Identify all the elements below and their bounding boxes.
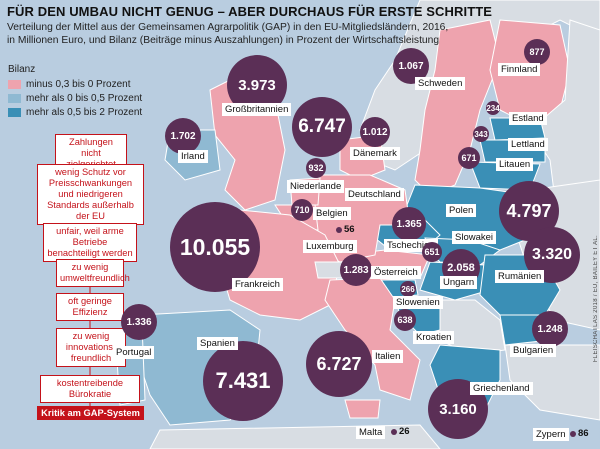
country-value-bubble: 7.431 — [203, 341, 283, 421]
country-value-bubble: 266 — [400, 281, 416, 297]
country-label: Litauen — [496, 158, 534, 171]
legend-label: minus 0,3 bis 0 Prozent — [26, 78, 131, 90]
country-label: Italien — [372, 350, 404, 363]
country-label: Finnland — [498, 63, 541, 76]
country-label: Kroatien — [413, 331, 455, 344]
country-label: Griechenland — [470, 382, 533, 395]
header: FÜR DEN UMBAU NICHT GENUG – ABER DURCHAU… — [7, 4, 567, 47]
legend-swatch — [8, 93, 21, 103]
legend-label: mehr als 0 bis 0,5 Prozent — [26, 92, 143, 104]
country-value: 26 — [399, 426, 410, 437]
country-value-bubble: 932 — [306, 158, 326, 178]
page-title: FÜR DEN UMBAU NICHT GENUG – ABER DURCHAU… — [7, 4, 493, 19]
small-value-dot — [391, 429, 397, 435]
country-value-bubble: 6.727 — [306, 331, 372, 397]
country-value-bubble: 234 — [486, 101, 500, 115]
country-value-bubble: 638 — [394, 309, 416, 331]
italy-shape — [324, 277, 421, 401]
country-value: 86 — [578, 428, 589, 439]
criticism-title: Kritik am GAP-System — [37, 406, 144, 420]
country-value-bubble: 1.283 — [340, 254, 372, 286]
country-label: Portugal — [113, 346, 155, 359]
criticism-item: wenig Schutz vor Preisschwankungen und n… — [37, 164, 144, 225]
country-label: Luxemburg — [303, 240, 357, 253]
legend-title: Bilanz — [8, 64, 36, 75]
legend-item: minus 0,3 bis 0 Prozent — [8, 78, 142, 90]
country-value-bubble: 1.248 — [532, 311, 568, 347]
country-label: Frankreich — [232, 278, 283, 291]
country-label: Zypern — [533, 428, 569, 441]
country-value-bubble: 3.320 — [524, 227, 580, 283]
country-value-bubble: 3.160 — [428, 379, 488, 439]
small-value-dot — [336, 227, 342, 233]
country-value-bubble: 6.747 — [292, 97, 352, 157]
turkey-shape — [504, 344, 600, 421]
country-value-bubble: 1.365 — [392, 207, 426, 241]
country-label: Großbritannien — [222, 103, 292, 116]
country-value-bubble: 1.012 — [360, 117, 390, 147]
page-subtitle-line-2: in Millionen Euro, und Bilanz (Beiträge … — [7, 35, 440, 46]
country-label: Estland — [509, 112, 547, 125]
country-label: Österreich — [371, 266, 421, 279]
country-value-bubble: 651 — [422, 242, 442, 262]
country-value-bubble: 877 — [524, 39, 550, 65]
country-value-bubble: 343 — [473, 126, 489, 142]
country-value-bubble: 710 — [291, 199, 313, 221]
legend-swatch — [8, 79, 21, 89]
criticism-item: kostentreibende Bürokratie — [40, 375, 140, 403]
country-label: Dänemark — [350, 147, 400, 160]
small-value-dot — [570, 431, 576, 437]
country-label: Polen — [446, 204, 477, 217]
page-subtitle-line-1: Verteilung der Mittel aus der Gemeinsame… — [7, 22, 449, 33]
criticism-item: unfair, weil arme Betriebe benachteiligt… — [43, 223, 137, 262]
country-label: Bulgarien — [510, 344, 557, 357]
country-label: Ungarn — [440, 276, 478, 289]
country-label: Spanien — [197, 337, 238, 350]
legend-item: mehr als 0,5 bis 2 Prozent — [8, 106, 142, 118]
country-label: Lettland — [508, 138, 548, 151]
country-label: Belgien — [313, 207, 351, 220]
criticism-item: zu wenig umweltfreundlich — [56, 259, 130, 287]
legend-label: mehr als 0,5 bis 2 Prozent — [26, 106, 143, 118]
country-label: Rumänien — [495, 270, 545, 283]
legend-item: mehr als 0 bis 0,5 Prozent — [8, 92, 142, 104]
country-value-bubble: 1.702 — [165, 118, 201, 154]
legend: Bilanz minus 0,3 bis 0 Prozent mehr als … — [8, 64, 142, 120]
country-label: Niederlande — [287, 180, 345, 193]
country-label: Malta — [356, 426, 386, 439]
country-label: Slowakei — [452, 231, 497, 244]
sicily-shape — [344, 399, 381, 419]
country-value-bubble: 1.067 — [393, 48, 429, 84]
country-label: Slowenien — [393, 296, 443, 309]
country-value: 56 — [344, 224, 355, 235]
country-label: Deutschland — [345, 188, 404, 201]
criticism-item: oft geringe Effizienz — [56, 293, 124, 321]
country-label: Irland — [178, 150, 208, 163]
country-value-bubble: 1.336 — [121, 304, 157, 340]
country-label: Schweden — [415, 77, 466, 90]
legend-swatch — [8, 107, 21, 117]
credit: FLEISCHATLAS 2018 / EU, BAILEY ET AL. — [593, 235, 599, 363]
country-value-bubble: 671 — [458, 147, 480, 169]
country-value-bubble: 10.055 — [170, 202, 260, 292]
